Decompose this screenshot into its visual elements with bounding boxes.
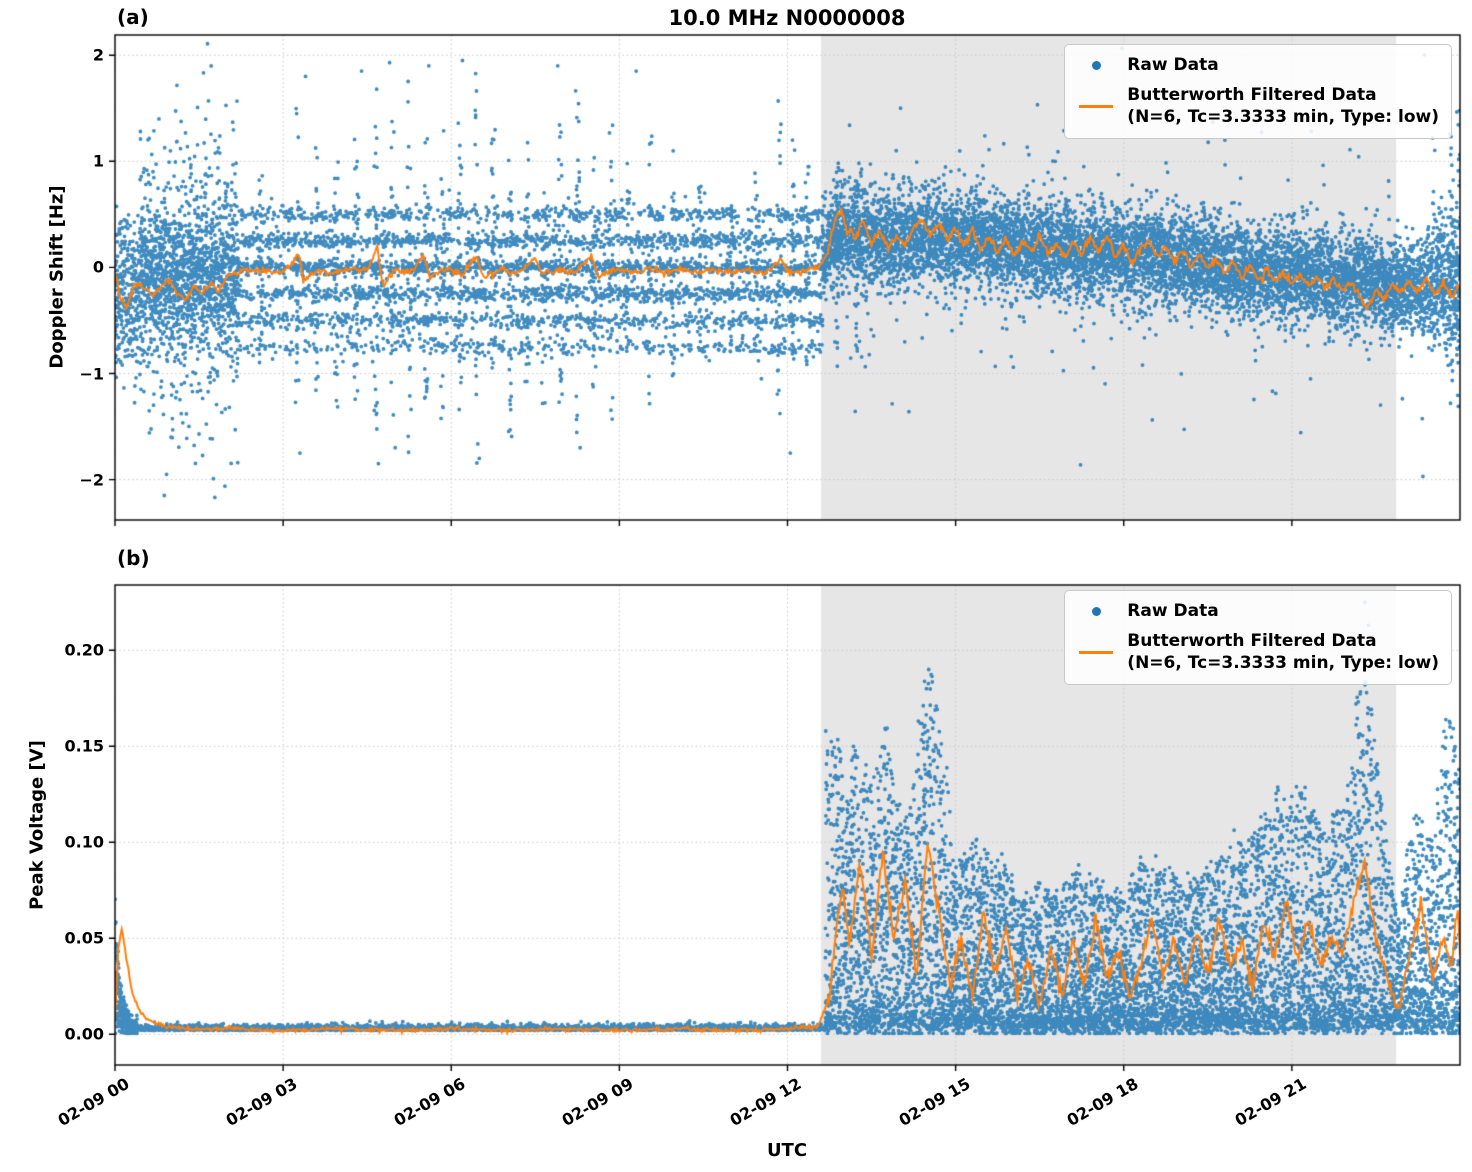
y-tick-label: −2 [79,470,104,490]
raw-data-marker-icon [1091,60,1101,70]
legend-filtered-label: Butterworth Filtered Data [1127,631,1377,651]
legend-b: Raw Data Butterworth Filtered Data (N=6,… [1064,590,1452,686]
raw-data-marker-icon [1091,606,1101,616]
legend-a: Raw Data Butterworth Filtered Data (N=6,… [1064,44,1452,140]
y-tick-label: 0.10 [64,832,104,852]
legend-filtered-params: (N=6, Tc=3.3333 min, Type: low) [1127,653,1439,674]
legend-row-filtered: Butterworth Filtered Data (N=6, Tc=3.333… [1075,630,1439,674]
y-tick-label: 0 [92,257,104,277]
y-axis-label-a: Doppler Shift [Hz] [46,185,68,369]
y-tick-label: 1 [92,151,104,171]
filtered-line-marker-icon [1079,650,1114,654]
legend-filtered-label: Butterworth Filtered Data [1127,85,1377,105]
y-tick-label: 0.15 [64,736,104,756]
y-tick-label: 0.20 [64,640,104,660]
legend-row-filtered: Butterworth Filtered Data (N=6, Tc=3.333… [1075,84,1439,128]
legend-row-raw: Raw Data [1075,55,1439,75]
x-axis-label: UTC [766,1140,808,1161]
filtered-line-marker-icon [1079,104,1114,108]
legend-row-raw: Raw Data [1075,601,1439,621]
y-tick-label: 0.00 [64,1024,104,1044]
panel-a-label: (a) [117,5,149,29]
y-tick-label: 0.05 [64,928,104,948]
legend-raw-label: Raw Data [1127,601,1219,621]
y-tick-label: 2 [92,45,104,65]
legend-raw-label: Raw Data [1127,55,1219,75]
y-axis-label-b: Peak Voltage [V] [26,740,48,910]
y-tick-label: −1 [79,364,104,383]
chart-title: 10.0 MHz N0000008 [668,6,906,30]
legend-filtered-params: (N=6, Tc=3.3333 min, Type: low) [1127,107,1439,128]
panel-b-label: (b) [117,546,150,570]
